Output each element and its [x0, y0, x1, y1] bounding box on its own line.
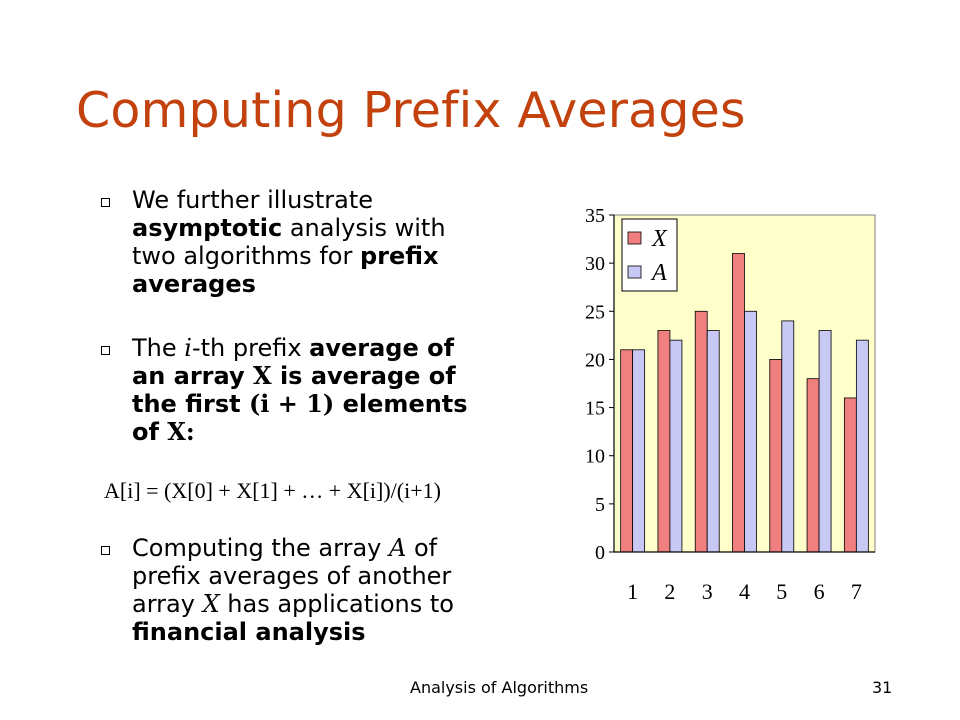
bullet-line: financial analysis — [132, 618, 454, 646]
legend-box — [621, 218, 678, 292]
bullet-text-segment: We further illustrate — [132, 186, 374, 214]
bullet-line: two algorithms for prefix — [132, 242, 446, 270]
x-tick-label: 7 — [851, 579, 862, 604]
bullet-text-segment: analysis with — [282, 214, 446, 242]
bullet-text-segment: averages — [132, 270, 256, 298]
plot-area — [613, 214, 876, 553]
x-tick-label: 2 — [664, 579, 675, 604]
page-number: 31 — [872, 678, 893, 697]
bullet-text-segment: -th prefix — [191, 334, 310, 362]
footer-title: Analysis of Algorithms — [410, 678, 589, 697]
bullet-text-segment: array — [132, 590, 203, 618]
y-tick-label: 25 — [585, 301, 605, 323]
legend-swatch-x — [627, 231, 642, 245]
bullet-text-segment: prefix averages of another — [132, 562, 452, 590]
bar-a-3 — [706, 330, 720, 553]
bullet-text-segment: i — [184, 334, 192, 362]
bar-a-1 — [632, 349, 646, 553]
bullet-text-segment: average of — [309, 334, 455, 362]
prefix-average-formula: A[i] = (X[0] + X[1] + … + X[i])/(i+1) — [104, 478, 441, 503]
bullet-marker-icon — [101, 198, 110, 207]
legend-swatch-a — [627, 265, 642, 279]
bar-x-1 — [620, 349, 634, 553]
bullet-text: Computing the array A of prefix averages … — [132, 534, 454, 646]
bullet-line: We further illustrate — [132, 186, 446, 214]
y-tick-label: 20 — [585, 349, 605, 371]
bar-x-5 — [769, 359, 783, 553]
bullet-text-segment: X — [202, 590, 220, 618]
bar-a-5 — [781, 320, 795, 553]
bullet-text-segment: The — [132, 334, 185, 362]
bullet-text-segment: has applications to — [219, 590, 454, 618]
bar-a-2 — [669, 339, 683, 553]
y-tick-label: 0 — [595, 542, 605, 564]
y-tick-label: 30 — [585, 253, 605, 275]
bar-x-7 — [843, 397, 857, 553]
bullet-line: an array X is average of — [132, 361, 468, 391]
x-tick-label: 1 — [627, 579, 638, 604]
bullet-text-segment: X — [252, 361, 272, 390]
legend-label-a: A — [650, 260, 667, 286]
bar-x-2 — [657, 330, 671, 553]
bullet-marker-icon — [101, 346, 110, 355]
bar-x-3 — [694, 310, 708, 553]
bullet-marker-icon — [101, 546, 110, 555]
bullet-line: Computing the array A of — [132, 534, 454, 562]
legend-label-x: X — [651, 226, 668, 252]
bar-x-4 — [732, 253, 745, 553]
bullet-text: We further illustrate asymptotic analysis… — [132, 186, 446, 298]
x-tick-label: 4 — [739, 579, 750, 604]
bullet-text-segment: two algorithms for — [132, 242, 360, 270]
bar-a-7 — [855, 339, 869, 553]
bar-a-6 — [818, 330, 832, 553]
bar-x-6 — [806, 378, 820, 553]
y-tick-label: 5 — [595, 494, 605, 516]
bullet-text-segment: the first — [132, 390, 249, 418]
bullet-line: The i-th prefix average of — [132, 334, 468, 362]
bullet-line: averages — [132, 270, 446, 298]
chart-legend: XA — [621, 218, 678, 292]
x-tick-label: 6 — [814, 579, 825, 604]
y-tick-label: 35 — [585, 205, 605, 227]
bullet-text-segment: of — [406, 534, 438, 562]
bullet-text-segment: Computing the array — [132, 534, 389, 562]
bullet-line: of X: — [132, 417, 468, 447]
y-tick-label: 10 — [585, 446, 605, 468]
bullet-line: asymptotic analysis with — [132, 214, 446, 242]
bullet-text-segment: of — [132, 418, 168, 446]
bullet-text-segment: prefix — [359, 242, 439, 270]
x-tick-label: 3 — [702, 579, 713, 604]
bullet-text: The i-th prefix average of an array X is … — [132, 334, 468, 446]
bullet-line: prefix averages of another — [132, 562, 454, 590]
bullet-text-segment: (i + 1) — [248, 389, 335, 418]
bar-a-4 — [744, 310, 757, 553]
bullet-text-segment: elements — [334, 390, 468, 418]
bullet-text-segment: financial analysis — [132, 618, 366, 646]
bullet-text-segment: an array — [132, 362, 253, 390]
slide-title: Computing Prefix Averages — [76, 82, 746, 139]
bullet-line: array X has applications to — [132, 590, 454, 618]
bullet-line: the first (i + 1) elements — [132, 389, 468, 419]
bullet-text-segment: asymptotic — [132, 214, 283, 242]
y-tick-label: 15 — [585, 398, 605, 420]
bullet-text-segment: X: — [167, 417, 195, 446]
bullet-text-segment: is average of — [271, 362, 456, 390]
x-tick-label: 5 — [776, 579, 787, 604]
bullet-text-segment: A — [389, 534, 407, 562]
